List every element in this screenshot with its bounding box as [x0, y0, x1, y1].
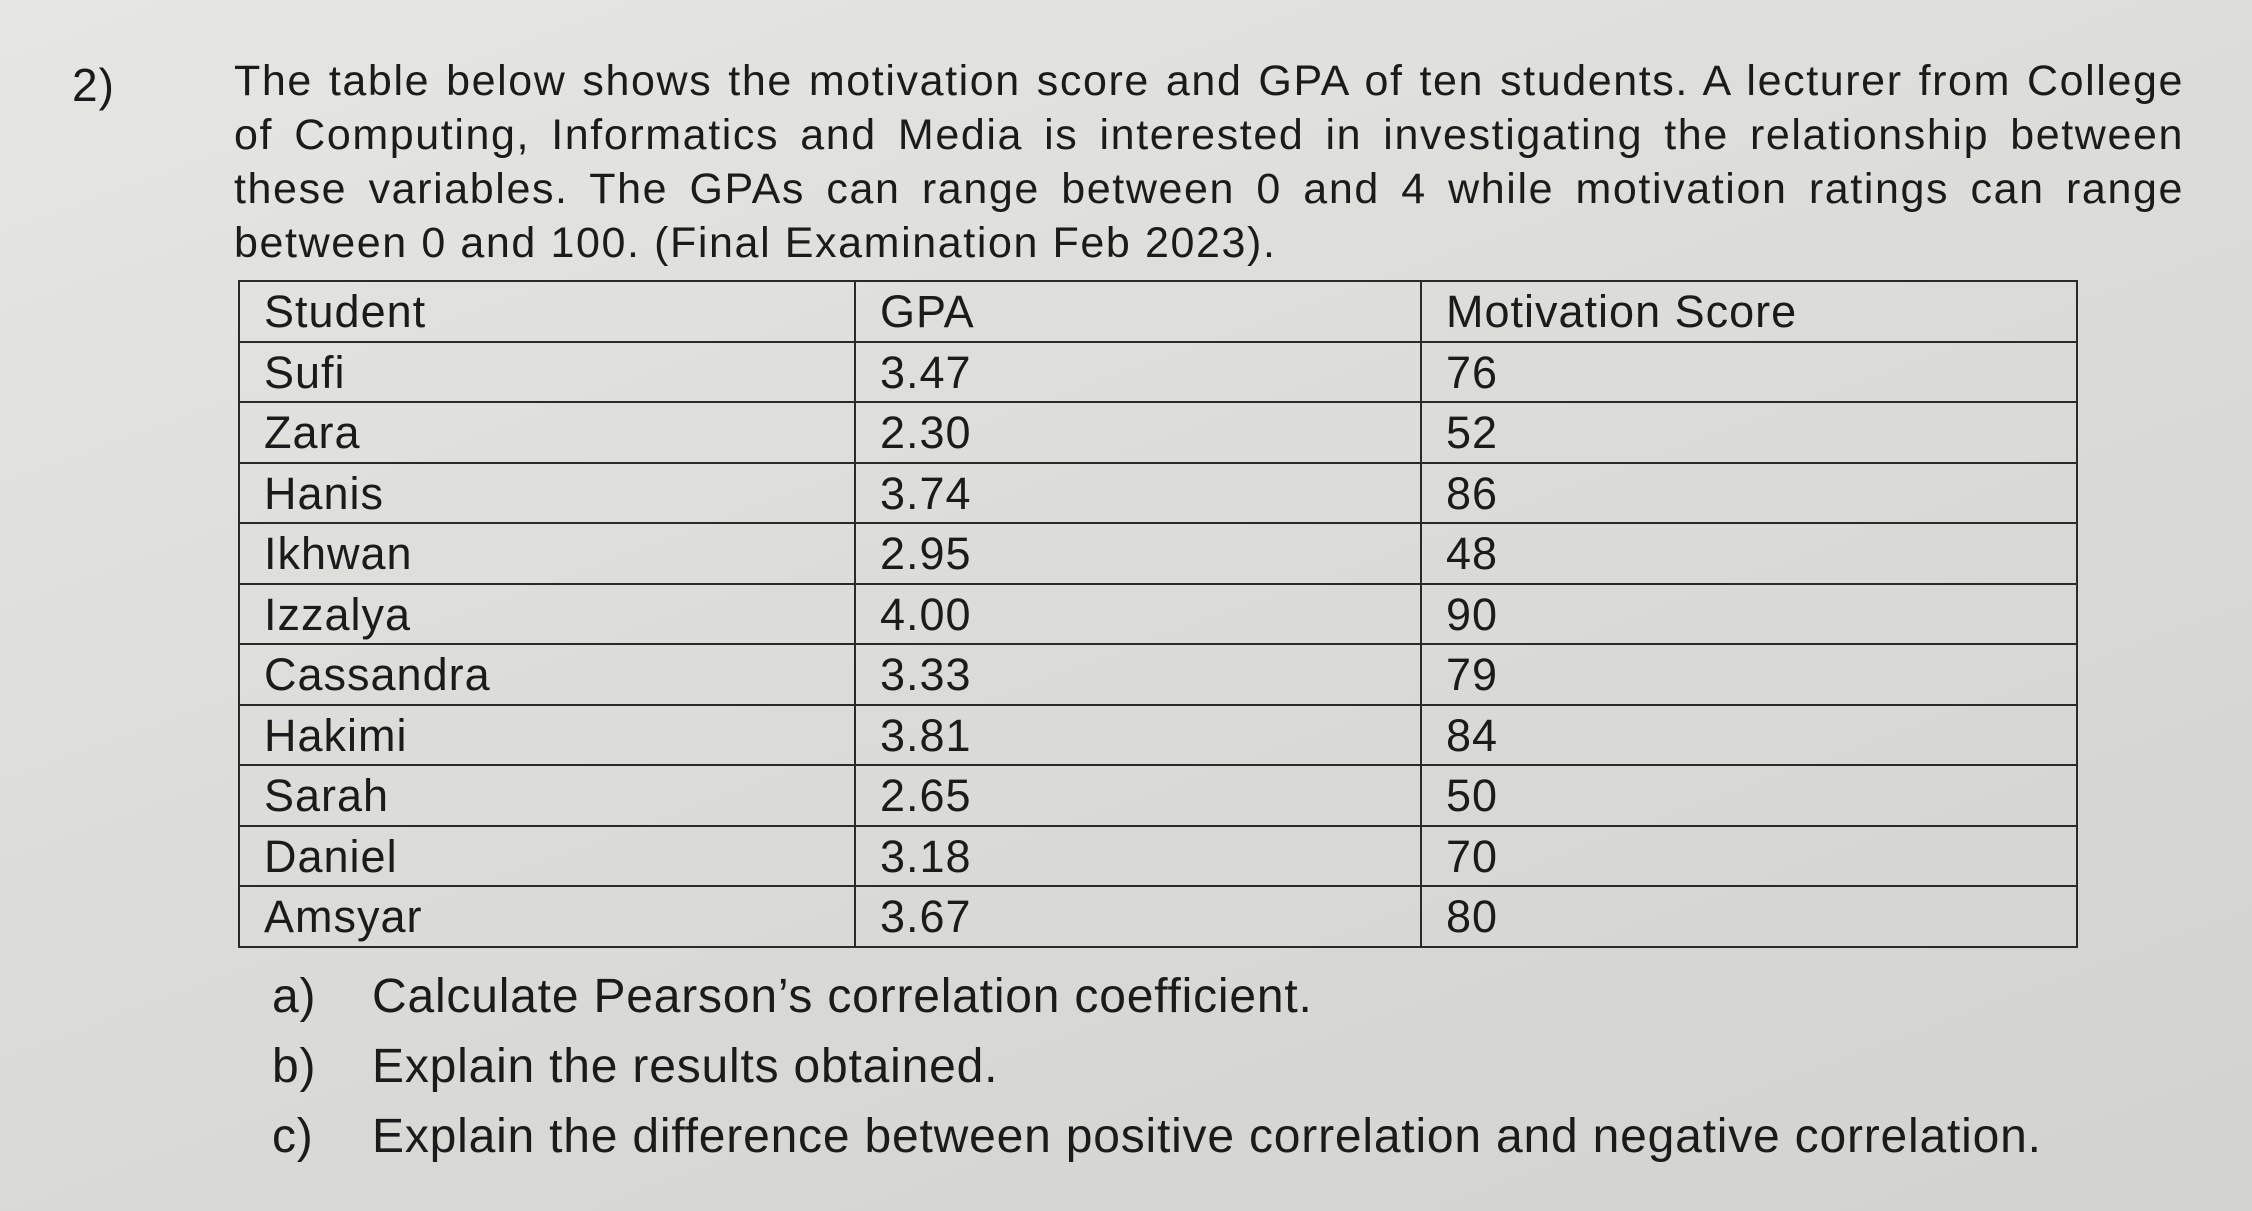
- header-gpa: GPA: [854, 280, 1422, 343]
- gpa-cell: 4.00: [854, 582, 1422, 645]
- student-cell: Cassandra: [238, 643, 856, 706]
- gpa-cell: 3.47: [854, 340, 1422, 403]
- student-cell: Izzalya: [238, 582, 856, 645]
- table-row: Daniel 3.18 70: [238, 824, 2078, 887]
- table-row: Hanis 3.74 86: [238, 461, 2078, 524]
- table-row: Zara 2.30 52: [238, 401, 2078, 464]
- question-number: 2): [72, 59, 115, 111]
- table-row: Amsyar 3.67 80: [238, 885, 2078, 948]
- motivation-score-cell: 84: [1420, 703, 2078, 766]
- task-list: a) Calculate Pearson’s correlation coeffi…: [272, 962, 2042, 1172]
- gpa-cell: 3.33: [854, 643, 1422, 706]
- student-cell: Hanis: [238, 461, 856, 524]
- student-cell: Sufi: [238, 340, 856, 403]
- motivation-score-cell: 80: [1420, 885, 2078, 948]
- motivation-score-cell: 79: [1420, 643, 2078, 706]
- motivation-score-cell: 70: [1420, 824, 2078, 887]
- motivation-score-cell: 86: [1420, 461, 2078, 524]
- student-cell: Hakimi: [238, 703, 856, 766]
- gpa-cell: 2.65: [854, 764, 1422, 827]
- table-row: Cassandra 3.33 79: [238, 643, 2078, 706]
- gpa-cell: 3.74: [854, 461, 1422, 524]
- task-item: b) Explain the results obtained.: [272, 1032, 2042, 1102]
- task-marker: a): [272, 970, 317, 1023]
- student-cell: Daniel: [238, 824, 856, 887]
- gpa-cell: 2.30: [854, 401, 1422, 464]
- gpa-cell: 3.67: [854, 885, 1422, 948]
- student-data-table: Student GPA Motivation Score Sufi 3.47 76 Z…: [238, 280, 2078, 948]
- task-text: Explain the difference between positive …: [372, 1110, 2042, 1163]
- student-cell: Ikhwan: [238, 522, 856, 585]
- table-row: Hakimi 3.81 84: [238, 703, 2078, 766]
- gpa-cell: 2.95: [854, 522, 1422, 585]
- motivation-score-cell: 50: [1420, 764, 2078, 827]
- table-row: Izzalya 4.00 90: [238, 582, 2078, 645]
- table-row: Ikhwan 2.95 48: [238, 522, 2078, 585]
- gpa-cell: 3.81: [854, 703, 1422, 766]
- motivation-score-cell: 48: [1420, 522, 2078, 585]
- header-student: Student: [238, 280, 856, 343]
- task-marker: b): [272, 1040, 317, 1093]
- table-row: Sarah 2.65 50: [238, 764, 2078, 827]
- task-item: a) Calculate Pearson’s correlation coeffi…: [272, 962, 2042, 1032]
- gpa-cell: 3.18: [854, 824, 1422, 887]
- motivation-score-cell: 90: [1420, 582, 2078, 645]
- student-cell: Zara: [238, 401, 856, 464]
- table-row: Sufi 3.47 76: [238, 340, 2078, 403]
- header-motivation-score: Motivation Score: [1420, 280, 2078, 343]
- motivation-score-cell: 76: [1420, 340, 2078, 403]
- question-intro: The table below shows the motivation sco…: [234, 57, 2184, 267]
- task-marker: c): [272, 1110, 314, 1163]
- motivation-score-cell: 52: [1420, 401, 2078, 464]
- table-body: Sufi 3.47 76 Zara 2.30 52 Hanis 3.74 86 Ikhwan 2.9…: [238, 340, 2078, 948]
- table-header-row: Student GPA Motivation Score: [238, 280, 2078, 343]
- task-text: Explain the results obtained.: [372, 1040, 999, 1093]
- task-item: c) Explain the difference between positiv…: [272, 1102, 2042, 1172]
- task-text: Calculate Pearson’s correlation coeffici…: [372, 970, 1313, 1023]
- student-cell: Amsyar: [238, 885, 856, 948]
- student-cell: Sarah: [238, 764, 856, 827]
